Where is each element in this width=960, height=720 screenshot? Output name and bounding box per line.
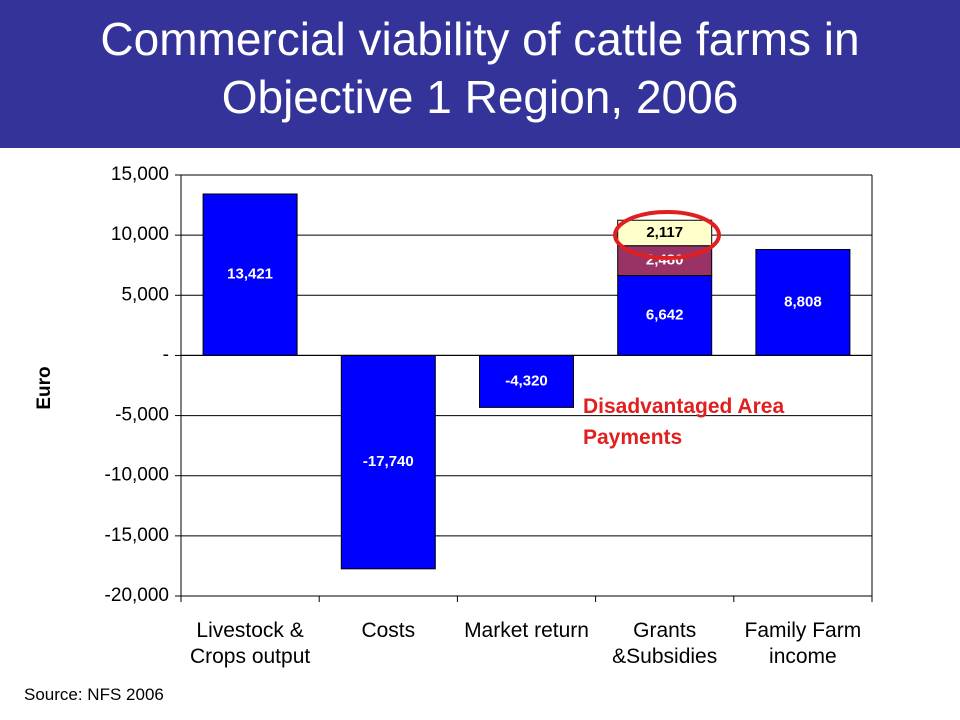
annotation: Disadvantaged Area Payments bbox=[583, 395, 785, 449]
data-label: 13,421 bbox=[227, 266, 273, 283]
y-tick-label: -15,000 bbox=[105, 525, 169, 546]
data-label: -17,740 bbox=[363, 453, 414, 470]
chart-title: Commercial viability of cattle farms in … bbox=[100, 13, 860, 123]
x-tick-label: Market return bbox=[464, 619, 589, 642]
y-tick-label: 5,000 bbox=[121, 284, 169, 305]
data-label: 6,642 bbox=[646, 306, 684, 323]
x-tick-label: Family Farm income bbox=[744, 619, 862, 668]
y-axis-label: Euro bbox=[34, 366, 55, 409]
y-tick-label: 15,000 bbox=[111, 164, 169, 185]
y-tick-label: - bbox=[163, 344, 169, 365]
y-tick-label: -10,000 bbox=[105, 465, 169, 486]
x-tick-label: Livestock & Crops output bbox=[189, 619, 311, 668]
x-tick-label: Grants &Subsidies bbox=[612, 619, 718, 668]
x-tick-label: Costs bbox=[361, 619, 416, 642]
bar bbox=[479, 354, 574, 408]
y-tick-label: 10,000 bbox=[111, 224, 169, 245]
bar bbox=[340, 354, 436, 570]
y-tick-label: -20,000 bbox=[105, 585, 169, 606]
bar bbox=[617, 219, 713, 247]
data-label: 2,117 bbox=[646, 224, 683, 241]
bar bbox=[617, 275, 713, 356]
data-label: -4,320 bbox=[505, 372, 548, 389]
data-label: 8,808 bbox=[784, 293, 822, 310]
highlight-ellipse bbox=[613, 210, 721, 260]
y-tick-label: -5,000 bbox=[115, 405, 169, 426]
source: Source: NFS 2006 bbox=[24, 685, 164, 704]
bar bbox=[202, 193, 298, 356]
data-label: 2,480 bbox=[646, 252, 684, 269]
header: Commercial viability of cattle farms in … bbox=[0, 0, 960, 148]
bar bbox=[755, 248, 851, 356]
